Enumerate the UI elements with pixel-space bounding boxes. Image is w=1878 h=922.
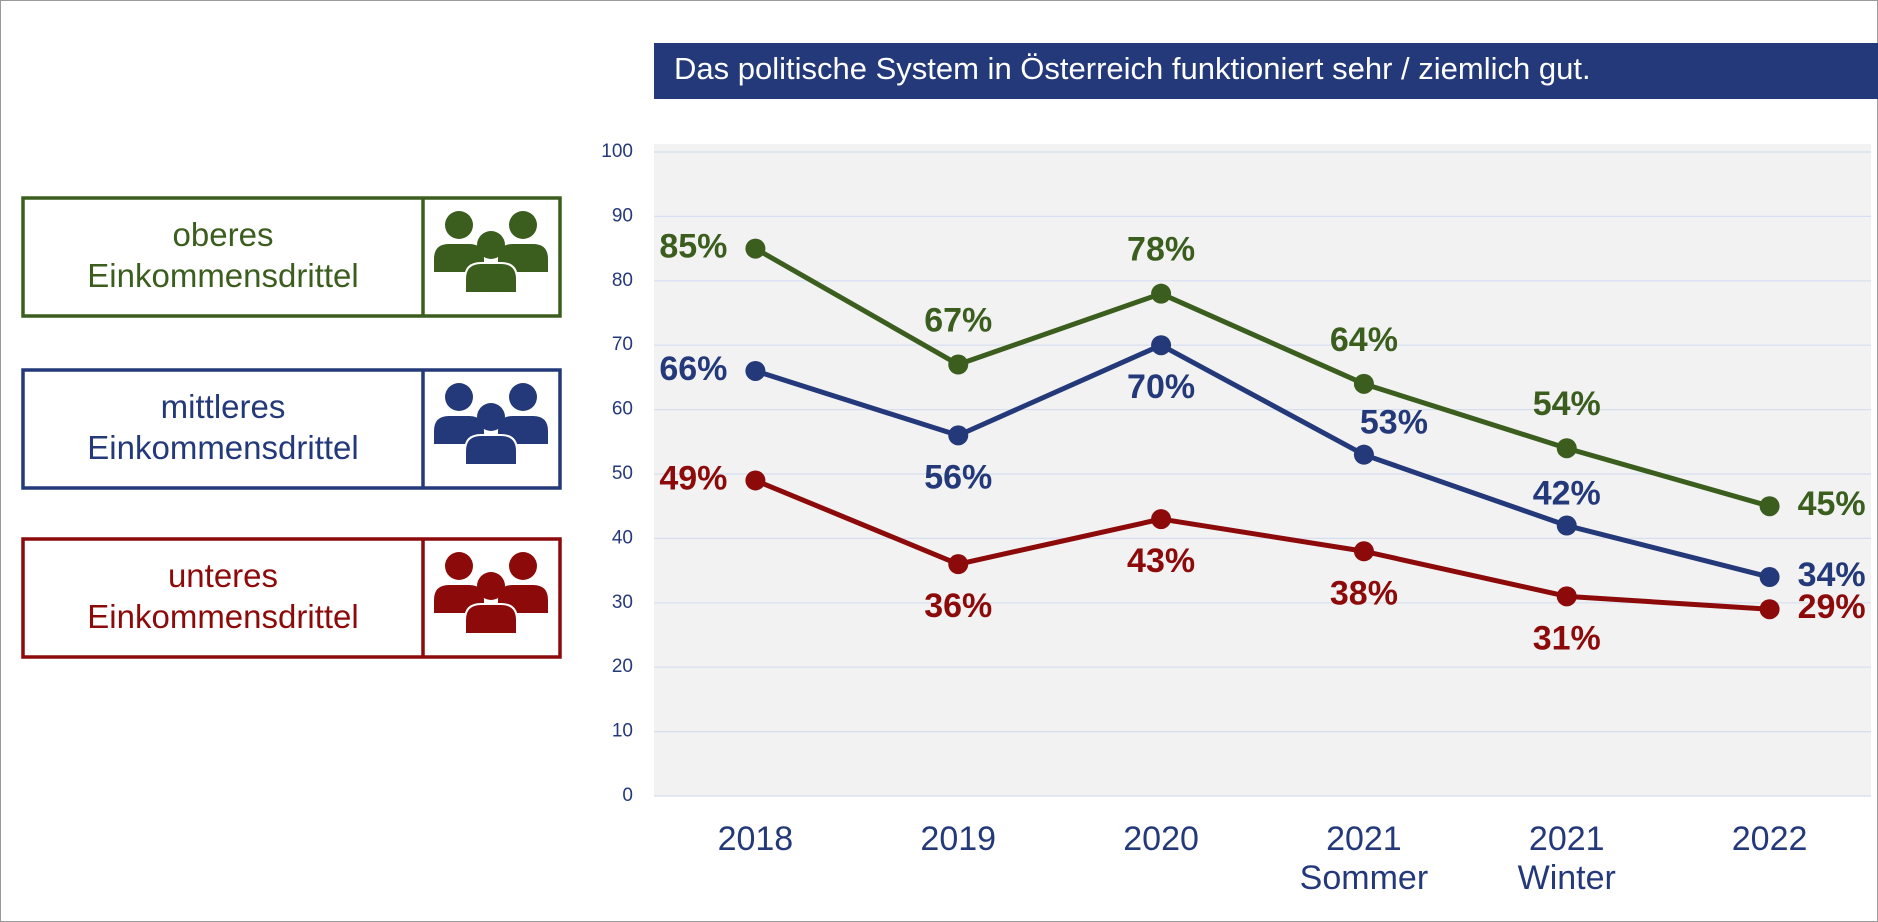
data-point (1353, 541, 1374, 562)
data-label: 78% (1127, 231, 1195, 269)
data-label: 29% (1798, 588, 1866, 626)
title-bar (654, 43, 1878, 99)
x-tick-label: 2020 (1123, 820, 1199, 858)
data-label: 34% (1798, 556, 1866, 594)
data-point (1151, 509, 1172, 530)
x-tick-label: 2021 Sommer (1299, 820, 1429, 898)
legend-label: oberes Einkommensdrittel (87, 216, 359, 295)
data-label: 56% (924, 458, 992, 496)
y-tick-label: 0 (622, 785, 633, 806)
data-point (1556, 515, 1577, 536)
data-label: 54% (1533, 385, 1601, 423)
data-point (1353, 444, 1374, 465)
data-point (1759, 496, 1780, 517)
legend-icon-head (445, 552, 473, 580)
x-tick-label: 2021 Winter (1517, 820, 1616, 898)
data-point (948, 425, 969, 446)
data-point (745, 470, 766, 491)
legend-icon-head (445, 211, 473, 239)
y-tick-label: 100 (601, 141, 633, 162)
data-point (948, 554, 969, 575)
data-label: 53% (1360, 404, 1428, 442)
legend-icon-body (464, 603, 518, 635)
data-label: 85% (659, 228, 727, 266)
legend-icon-head (477, 231, 505, 259)
chart-title: Das politische System in Österreich funk… (674, 51, 1591, 86)
y-tick-label: 90 (612, 205, 633, 226)
y-tick-label: 10 (612, 721, 633, 742)
data-point (1151, 283, 1172, 304)
data-label: 64% (1330, 321, 1398, 359)
legend-icon-head (509, 211, 537, 239)
y-tick-label: 40 (612, 527, 633, 548)
data-label: 67% (924, 302, 992, 340)
data-point (1556, 438, 1577, 459)
data-label: 49% (659, 459, 727, 497)
x-tick-label: 2019 (920, 820, 997, 858)
series-line (754, 246, 1771, 509)
data-point (1151, 335, 1172, 356)
legend-icon-head (477, 403, 505, 431)
x-tick-label: 2022 (1731, 820, 1808, 858)
series-line (754, 478, 1770, 612)
y-tick-label: 80 (612, 270, 633, 291)
data-point (948, 354, 969, 375)
x-tick-label: 2018 (717, 820, 794, 858)
data-point (1759, 567, 1780, 588)
y-tick-label: 20 (612, 656, 633, 677)
data-label: 31% (1533, 619, 1601, 657)
data-label: 42% (1533, 475, 1601, 513)
legend-label: unteres Einkommensdrittel (87, 557, 359, 636)
y-tick-label: 30 (612, 592, 633, 613)
legend-icon-body (464, 262, 518, 294)
y-tick-label: 70 (612, 334, 633, 355)
legend-icon-head (509, 383, 537, 411)
data-label: 43% (1127, 542, 1195, 580)
data-point (1556, 586, 1577, 607)
legend-icon-head (445, 383, 473, 411)
data-label: 70% (1127, 368, 1195, 406)
plot-area (654, 144, 1871, 796)
legend-icon-body (464, 434, 518, 466)
data-point (1759, 599, 1780, 620)
series-line (754, 342, 1771, 580)
data-point (745, 360, 766, 381)
legend-icon-head (477, 572, 505, 600)
data-label: 36% (924, 587, 992, 625)
legend-label: mittleres Einkommensdrittel (87, 388, 359, 467)
data-point (1353, 373, 1374, 394)
data-label: 45% (1798, 485, 1866, 523)
legend-icon-head (509, 552, 537, 580)
data-label: 66% (659, 350, 727, 388)
data-label: 38% (1330, 574, 1398, 612)
data-point (745, 238, 766, 259)
y-tick-label: 60 (612, 399, 633, 420)
y-tick-label: 50 (612, 463, 633, 484)
